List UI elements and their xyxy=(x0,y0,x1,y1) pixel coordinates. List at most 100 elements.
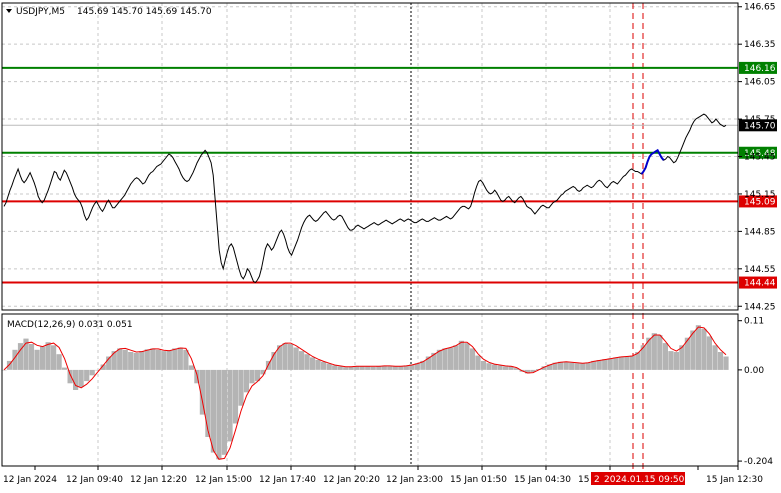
macd-histogram-bar xyxy=(67,369,73,384)
macd-histogram-bar xyxy=(106,356,112,370)
time-highlight-label: 2024.01.15 09:50 xyxy=(604,475,685,485)
x-tick-label: 12 Jan 09:40 xyxy=(66,475,123,485)
macd-histogram-bar xyxy=(227,369,233,442)
macd-histogram-bar xyxy=(431,352,437,370)
macd-histogram-bar xyxy=(28,344,35,370)
macd-histogram-bar xyxy=(602,359,608,370)
macd-histogram-bar xyxy=(128,352,134,370)
macd-histogram-bar xyxy=(574,363,580,370)
price-y-tick-label: 146.05 xyxy=(744,78,776,88)
macd-histogram-bar xyxy=(662,343,668,370)
symbol-label[interactable]: USDJPY,M5 xyxy=(16,7,65,17)
x-tick-label: 15 Jan 01:50 xyxy=(450,475,507,485)
price-y-tick-label: 144.25 xyxy=(744,302,776,312)
resistance-level-label: 145.48 xyxy=(744,149,776,159)
macd-histogram-bar xyxy=(392,366,398,370)
macd-histogram-bar xyxy=(525,369,531,374)
macd-histogram-bar xyxy=(458,340,464,370)
macd-y-tick-label: 0.00 xyxy=(744,366,764,376)
macd-histogram-bar xyxy=(646,337,652,370)
macd-histogram-bar xyxy=(277,345,283,370)
macd-histogram-bar xyxy=(679,345,685,370)
macd-histogram-bar xyxy=(673,352,679,370)
macd-histogram-bar xyxy=(133,352,139,370)
macd-histogram-bar xyxy=(530,369,536,373)
macd-histogram-bar xyxy=(348,366,354,370)
macd-histogram-bar xyxy=(62,367,68,370)
macd-histogram-bar xyxy=(387,366,393,370)
macd-histogram-bar xyxy=(712,345,718,370)
macd-y-tick-label: 0.11 xyxy=(744,317,764,327)
macd-histogram-bar xyxy=(216,369,222,460)
macd-histogram-bar xyxy=(117,348,123,370)
x-tick-label: 12 Jan 17:40 xyxy=(259,475,316,485)
macd-histogram-bar xyxy=(425,356,431,370)
macd-histogram-bar xyxy=(403,365,409,370)
macd-histogram-bar xyxy=(541,366,547,370)
macd-histogram-bar xyxy=(271,352,277,370)
macd-histogram-bar xyxy=(183,349,189,370)
macd-histogram-bar xyxy=(122,349,128,370)
macd-histogram-bar xyxy=(591,360,597,370)
macd-histogram-bar xyxy=(188,365,194,370)
macd-histogram-bar xyxy=(475,355,481,370)
macd-histogram-bar xyxy=(89,369,95,376)
macd-histogram-bar xyxy=(337,366,343,370)
macd-histogram-bar xyxy=(547,364,553,370)
support-level-label: 144.44 xyxy=(744,279,776,289)
macd-histogram-bar xyxy=(56,354,62,370)
macd-histogram-bar xyxy=(238,369,244,406)
macd-histogram-bar xyxy=(254,369,261,382)
macd-histogram-bar xyxy=(491,364,498,370)
macd-histogram-bar xyxy=(172,348,178,370)
price-panel[interactable]: 146.16 145.48 145.09 144.44 145.70 xyxy=(2,61,777,289)
macd-histogram-bar xyxy=(210,369,216,453)
macd-histogram-bar xyxy=(469,348,476,370)
macd-histogram-bar xyxy=(17,343,24,370)
macd-histogram-bar xyxy=(321,361,327,370)
macd-histogram-bar xyxy=(155,349,161,370)
macd-histogram-bar xyxy=(249,369,255,384)
macd-histogram-bar xyxy=(310,357,316,370)
macd-histogram-bar xyxy=(177,347,183,370)
x-tick-label: 12 Jan 23:00 xyxy=(386,475,443,485)
macd-histogram-bar xyxy=(420,360,426,370)
macd-panel[interactable] xyxy=(1,325,729,460)
macd-histogram-bar xyxy=(370,366,376,370)
price-y-tick-label: 146.35 xyxy=(744,40,776,50)
x-tick-label: 12 Jan 2024 xyxy=(3,475,57,485)
macd-histogram-bar xyxy=(84,369,90,382)
macd-histogram-bar xyxy=(111,351,117,370)
macd-histogram-bar xyxy=(315,360,321,370)
current-price-tag xyxy=(739,119,777,132)
macd-histogram-bar xyxy=(706,336,712,370)
price-y-tick-label: 145.45 xyxy=(744,153,776,163)
macd-histogram-bar xyxy=(717,352,724,370)
macd-histogram-bar xyxy=(723,356,729,370)
macd-histogram-bar xyxy=(453,345,459,370)
macd-histogram-bar xyxy=(51,345,57,370)
macd-histogram-bar xyxy=(34,349,40,370)
macd-histogram-bar xyxy=(73,369,79,390)
symbol-dropdown-icon[interactable] xyxy=(6,9,12,13)
price-series-line xyxy=(3,113,727,284)
macd-histogram-bar xyxy=(12,349,18,370)
macd-histogram-bar xyxy=(332,365,338,370)
macd-histogram-bar xyxy=(205,369,211,437)
macd-histogram-bar xyxy=(497,365,503,370)
macd-y-tick-label: -0.204 xyxy=(744,457,773,467)
macd-histogram-bar xyxy=(326,363,332,370)
macd-histogram-bar xyxy=(701,328,707,370)
macd-histogram-bar xyxy=(409,364,415,370)
macd-histogram-bar xyxy=(569,362,575,370)
x-tick-label: 12 Jan 12:20 xyxy=(130,475,187,485)
resistance-level-tag xyxy=(739,61,777,74)
x-tick-label: 12 Jan 20:20 xyxy=(323,475,380,485)
time-highlight-prefix: 2 xyxy=(594,475,600,485)
macd-histogram-bar xyxy=(293,347,299,370)
macd-histogram-bar xyxy=(651,333,657,370)
macd-histogram-bar xyxy=(558,361,564,370)
